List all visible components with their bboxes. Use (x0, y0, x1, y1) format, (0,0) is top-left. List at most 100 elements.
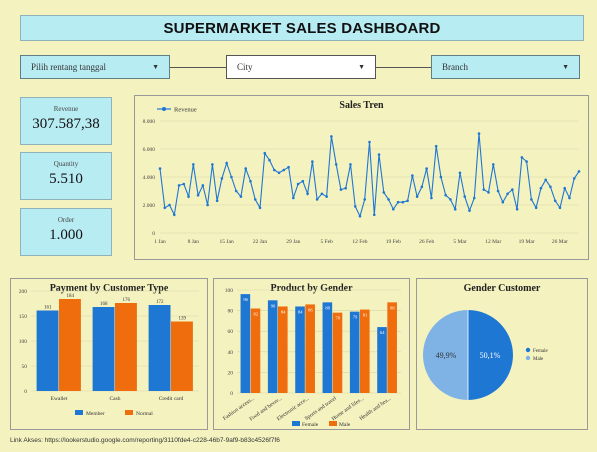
bar (240, 294, 251, 393)
bar (250, 308, 261, 393)
chart-title: Payment by Customer Type (49, 283, 169, 294)
data-point (349, 163, 352, 166)
data-point (263, 151, 267, 155)
data-point (206, 203, 209, 207)
bar (92, 307, 115, 391)
data-label: 64 (380, 330, 385, 335)
access-link[interactable]: Link Akses: https://lookerstudio.google.… (10, 437, 280, 444)
legend-label: Female (533, 349, 548, 354)
bar (36, 310, 59, 391)
data-point (172, 213, 176, 217)
data-label: 86 (308, 307, 313, 312)
x-tick-label: 15 Jan (220, 239, 234, 245)
legend-swatch (292, 421, 300, 426)
data-point (406, 199, 409, 203)
x-tick-label: 22 Jan (253, 239, 267, 245)
data-point (453, 207, 457, 211)
data-point (411, 174, 414, 177)
branch-dropdown[interactable]: Branch ▼ (431, 55, 580, 79)
data-point (482, 188, 486, 191)
legend-marker (162, 107, 166, 111)
y-tick-label: 40 (228, 350, 234, 356)
data-label: 79 (353, 315, 358, 320)
dashboard-title: SUPERMARKET SALES DASHBOARD (20, 15, 584, 41)
legend-swatch (75, 410, 83, 415)
x-tick-label: 26 Feb (419, 239, 434, 245)
data-point (358, 214, 362, 218)
data-point (387, 198, 390, 201)
date-range-picker[interactable]: Pilih rentang tanggal ▼ (20, 55, 170, 79)
data-point (368, 140, 371, 144)
bar (115, 303, 137, 391)
data-point (320, 192, 324, 196)
sales-trend-panel: Sales Tren 8.000 6.000 4.000 2.000 0 1 Jan 8 J… (134, 95, 589, 260)
data-point (163, 206, 167, 210)
data-point (287, 165, 290, 169)
legend-marker (525, 347, 531, 353)
kpi-quantity: Quantity 5.510 (20, 152, 112, 200)
legend-label: Male (533, 357, 544, 362)
x-tick-label: Cash (110, 396, 121, 402)
pie-slice-female (467, 310, 513, 400)
data-label: 168 (100, 302, 108, 307)
y-tick-label: 0 (24, 389, 27, 395)
data-point (187, 195, 190, 198)
data-point (201, 184, 205, 187)
bar (377, 327, 387, 393)
data-label: 184 (66, 294, 74, 299)
data-point (444, 193, 447, 197)
x-tick-label: 12 Feb (352, 239, 367, 245)
data-point (230, 175, 233, 179)
data-point (425, 167, 428, 170)
data-point (272, 168, 276, 172)
data-point (220, 177, 224, 180)
x-tick-label: 19 Mar (519, 239, 535, 245)
chevron-down-icon: ▼ (358, 63, 365, 71)
x-tick-label: 12 Mar (485, 239, 501, 245)
chevron-down-icon: ▼ (152, 63, 159, 71)
data-label: 96 (243, 297, 248, 302)
date-range-label: Pilih rentang tanggal (31, 62, 106, 72)
data-label: 88 (325, 305, 330, 310)
data-point (306, 192, 309, 196)
data-label: 78 (335, 316, 340, 321)
data-point (372, 213, 376, 217)
data-point (377, 153, 381, 156)
data-point (553, 199, 557, 203)
data-point (344, 186, 347, 190)
legend-marker (525, 355, 531, 361)
data-point (472, 196, 476, 200)
pie-slice-male (422, 310, 468, 400)
data-point (539, 186, 543, 190)
data-point (520, 156, 524, 159)
data-point (158, 167, 162, 170)
city-label: City (237, 62, 253, 72)
data-point (477, 132, 481, 135)
legend-label: Member (86, 411, 105, 417)
data-point (177, 184, 181, 187)
data-point (511, 188, 514, 191)
kpi-value: 307.587,38 (32, 116, 100, 132)
kpi-label: Quantity (53, 160, 79, 168)
data-point (572, 177, 576, 180)
payment-chart: 200 150 100 50 0 161 184 Ewallet 168 176 Cash 172 13… (19, 289, 199, 417)
legend-swatch (125, 410, 133, 415)
data-point (563, 186, 567, 190)
data-point (439, 175, 443, 179)
data-point (215, 199, 219, 203)
y-tick-label: 100 (19, 339, 28, 345)
data-point (558, 206, 562, 210)
data-point (268, 158, 271, 162)
bar (349, 311, 360, 393)
data-point (420, 185, 424, 189)
kpi-value: 5.510 (49, 171, 83, 187)
y-tick-label: 150 (19, 314, 28, 320)
filter-connector-line (376, 67, 431, 68)
y-tick-label: 0 (230, 391, 233, 397)
data-point (430, 196, 433, 200)
kpi-label: Order (57, 216, 75, 224)
data-label: 90 (271, 303, 276, 308)
legend-label: Revenue (174, 107, 197, 114)
legend-swatch (329, 421, 337, 426)
city-dropdown[interactable]: City ▼ (226, 55, 376, 79)
